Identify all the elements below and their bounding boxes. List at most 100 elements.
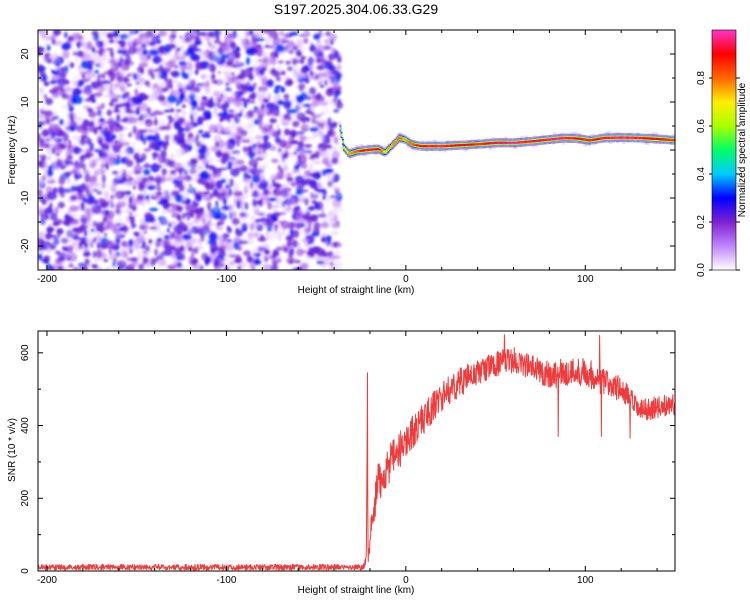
ridge-segment	[583, 138, 585, 141]
ridge-segment	[475, 143, 477, 146]
noise-blob	[192, 53, 198, 62]
noise-blob	[212, 73, 216, 80]
noise-blob	[177, 261, 182, 268]
noise-blob	[247, 231, 254, 240]
noise-blob	[158, 259, 167, 266]
noise-blob	[332, 251, 341, 255]
noise-blob	[233, 182, 240, 192]
ridge-segment	[617, 136, 619, 139]
ridge-segment	[661, 138, 663, 141]
ridge-segment	[509, 141, 511, 144]
noise-blob	[324, 144, 333, 149]
noise-blob	[171, 190, 179, 195]
noise-blob	[71, 135, 80, 140]
ridge-segment	[378, 148, 381, 151]
noise-blob	[227, 209, 232, 217]
noise-blob	[166, 208, 176, 213]
noise-blob	[121, 172, 127, 179]
noise-blob	[150, 257, 156, 267]
ridge-segment	[654, 137, 657, 140]
y-tick-label: 0	[20, 147, 31, 153]
noise-blob	[156, 187, 162, 191]
noise-blob	[286, 198, 296, 203]
noise-blob	[101, 152, 108, 157]
noise-blob	[108, 199, 114, 204]
x-tick-label: -200	[37, 274, 57, 285]
noise-blob	[198, 138, 208, 146]
noise-blob	[226, 166, 233, 170]
noise-blob	[82, 266, 89, 270]
noise-blob	[64, 31, 68, 39]
noise-blob	[42, 111, 48, 115]
noise-blob	[150, 141, 157, 148]
ridge-segment	[392, 143, 394, 146]
noise-blob	[253, 119, 260, 125]
noise-blob	[177, 117, 185, 125]
noise-blob	[57, 130, 66, 137]
noise-blob	[180, 45, 185, 49]
noise-blob	[307, 240, 311, 245]
ridge-segment	[486, 142, 489, 145]
noise-blob	[42, 160, 49, 170]
colorbar-tick-label: 0.0	[696, 263, 707, 277]
noise-blob	[134, 232, 139, 238]
noise-blob	[208, 221, 215, 231]
y-tick-label: 10	[20, 96, 31, 108]
ridge-segment	[640, 137, 643, 140]
ridge-segment	[510, 141, 513, 144]
noise-blob	[176, 255, 182, 260]
noise-blob	[328, 53, 335, 61]
ridge-segment	[566, 137, 569, 140]
noise-blob	[74, 117, 84, 122]
noise-blob	[166, 264, 175, 268]
noise-blob	[91, 46, 95, 53]
noise-blob	[302, 230, 308, 236]
x-tick-label: 0	[403, 575, 409, 586]
noise-blob	[108, 248, 113, 256]
noise-blob	[253, 231, 259, 238]
noise-blob	[112, 188, 116, 193]
noise-blob	[335, 141, 343, 149]
noise-blob	[324, 168, 334, 174]
noise-blob	[202, 144, 206, 148]
colorbar-tick-label: 0.6	[696, 119, 707, 133]
ridge-segment	[532, 140, 535, 143]
noise-blob	[288, 221, 296, 230]
noise-blob	[171, 118, 176, 122]
noise-blob	[263, 264, 270, 270]
noise-blob	[208, 145, 213, 150]
ridge-segment	[548, 138, 550, 141]
noise-blob	[91, 117, 97, 122]
noise-blob	[186, 59, 193, 67]
noise-blob	[124, 76, 128, 83]
noise-blob	[138, 263, 145, 270]
colorbar-gradient	[711, 29, 737, 271]
noise-blob	[246, 175, 252, 179]
noise-blob	[223, 140, 231, 151]
noise-blob	[208, 156, 213, 164]
noise-blob	[201, 102, 208, 107]
noise-blob	[334, 188, 340, 195]
noise-blob	[302, 118, 306, 124]
noise-blob	[223, 191, 230, 199]
noise-blob	[122, 225, 129, 231]
noise-blob	[49, 89, 57, 93]
noise-blob	[176, 56, 187, 61]
noise-blob	[49, 80, 57, 85]
noise-blob	[260, 66, 268, 72]
noise-blob	[176, 214, 182, 221]
noise-blob	[305, 116, 311, 121]
x-tick-label: -100	[216, 274, 236, 285]
noise-blob	[109, 61, 120, 66]
ridge-segment	[536, 139, 539, 142]
noise-blob	[244, 30, 249, 39]
noise-blob	[308, 191, 319, 200]
noise-blob	[204, 131, 211, 135]
y-tick-label: 0	[20, 568, 31, 574]
ridge-segment	[470, 143, 472, 146]
noise-blob	[216, 191, 221, 198]
noise-blob	[94, 148, 101, 153]
noise-blob	[154, 118, 158, 127]
noise-blob	[266, 176, 271, 186]
ridge-segment	[393, 142, 396, 145]
